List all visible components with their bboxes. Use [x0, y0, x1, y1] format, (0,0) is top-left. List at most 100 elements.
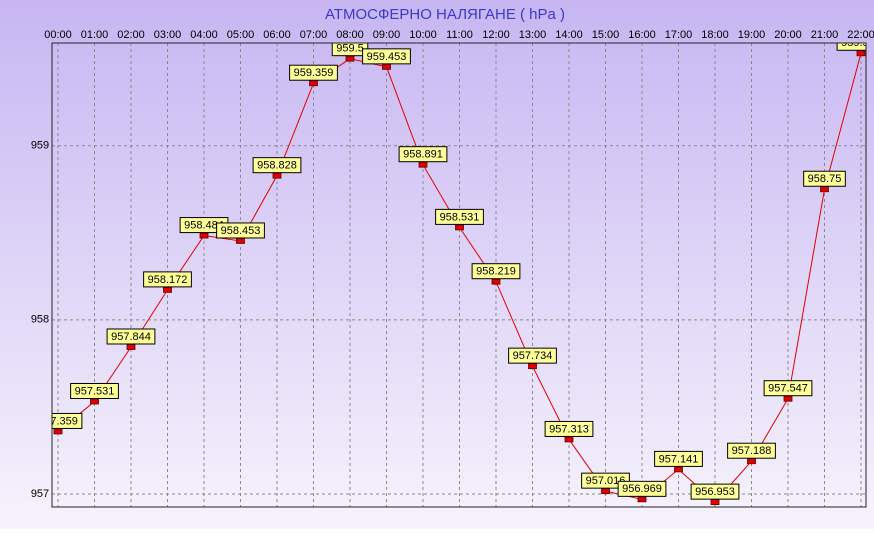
x-tick-label: 01:00: [81, 29, 109, 41]
value-label-text: 958.453: [221, 225, 261, 237]
x-tick-label: 15:00: [592, 29, 620, 41]
value-label-box: [471, 263, 521, 280]
value-label-text: 957.188: [732, 445, 772, 457]
value-label-text: 958.219: [476, 266, 516, 278]
value-label-text: 958.828: [257, 160, 297, 172]
point-marker: [564, 436, 574, 443]
point-marker: [236, 238, 245, 244]
value-label-box: [143, 271, 192, 288]
point-marker: [126, 344, 136, 350]
point-marker: [710, 499, 720, 506]
value-label: 958.484: [179, 217, 229, 234]
value-label-box: [216, 222, 265, 239]
plot-frame: [51, 42, 867, 508]
value-label-text: 958.172: [148, 274, 188, 286]
value-label: 958.75: [803, 170, 846, 187]
value-label: 956.969: [617, 480, 667, 497]
value-label: 959.453: [362, 48, 411, 65]
y-tick-label: 957: [31, 488, 49, 500]
x-tick-label: 03:00: [154, 29, 182, 41]
value-label: 958.219: [471, 263, 521, 280]
value-label: 957.547: [763, 380, 813, 397]
x-tick-label: 02:00: [117, 29, 145, 41]
x-tick-label: 13:00: [519, 29, 547, 41]
point-marker: [455, 224, 464, 231]
value-label: 959.359: [289, 64, 338, 81]
y-tick-label: 959: [31, 140, 49, 152]
value-label: 957.016: [581, 472, 630, 489]
x-tick-label: 16:00: [628, 29, 656, 41]
point-marker: [528, 363, 537, 370]
value-label-box: [654, 450, 703, 467]
x-tick-label: 11:00: [446, 29, 473, 41]
point-marker: [272, 172, 282, 179]
point-marker: [418, 161, 428, 168]
x-tick-label: 19:00: [738, 29, 766, 41]
value-label: 958.172: [143, 271, 192, 288]
value-label-box: [836, 43, 866, 51]
value-label: 958.453: [216, 222, 265, 239]
value-label-text: 959.359: [294, 67, 334, 79]
value-label-box: [331, 43, 369, 57]
point-marker: [163, 286, 172, 293]
point-marker: [747, 458, 756, 465]
point-marker: [856, 50, 866, 57]
value-label-text: 956.953: [695, 486, 735, 498]
point-marker: [53, 428, 63, 435]
x-tick-label: 18:00: [701, 29, 729, 41]
value-label-box: [508, 347, 557, 364]
value-label-text: 959.531: [841, 37, 874, 49]
value-label: 959.5: [331, 43, 369, 57]
value-label-box: [690, 483, 740, 500]
value-label: 957.359: [38, 412, 83, 429]
value-label-text: 958.531: [440, 211, 480, 223]
value-label-box: [52, 412, 83, 429]
x-tick-label: 14:00: [555, 29, 583, 41]
point-marker: [309, 80, 318, 87]
value-label-box: [289, 64, 338, 81]
x-tick-label: 08:00: [336, 29, 364, 41]
x-tick-label: 07:00: [300, 29, 328, 41]
value-label: 959.531: [836, 37, 874, 51]
value-label: 958.891: [398, 146, 448, 163]
value-label-text: 957.531: [75, 385, 115, 397]
point-marker: [382, 63, 391, 70]
point-marker: [820, 186, 829, 193]
point-marker: [90, 398, 99, 405]
value-label-text: 957.016: [586, 475, 626, 487]
x-tick-label: 17:00: [665, 29, 693, 41]
point-marker: [491, 278, 501, 285]
x-tick-label: 20:00: [774, 29, 802, 41]
x-tick-label: 05:00: [227, 29, 255, 41]
value-label-box: [581, 472, 630, 489]
y-tick-label: 958: [31, 314, 49, 326]
point-marker: [783, 395, 793, 402]
value-label-box: [544, 420, 594, 437]
value-label: 957.734: [508, 347, 557, 364]
value-label: 958.828: [252, 157, 302, 174]
value-label-text: 958.484: [184, 219, 224, 231]
value-label: 958.531: [435, 208, 484, 225]
value-label-box: [362, 48, 411, 65]
value-label-text: 957.359: [38, 415, 78, 427]
value-label: 957.141: [654, 450, 703, 467]
point-marker: [601, 488, 610, 495]
value-label: 956.953: [690, 483, 740, 500]
value-label: 957.844: [106, 328, 156, 345]
x-tick-label: 10:00: [409, 29, 437, 41]
value-label-box: [435, 208, 484, 225]
value-label-text: 957.844: [111, 331, 151, 343]
x-tick-label: 21:00: [811, 29, 839, 41]
value-label: 957.188: [727, 442, 776, 459]
value-label-box: [727, 442, 776, 459]
value-label-text: 957.547: [768, 383, 808, 395]
value-label-text: 959.5: [336, 43, 364, 55]
chart-title: АТМОСФЕРНО НАЛЯГАНЕ ( hPa ): [325, 6, 565, 23]
x-tick-label: 09:00: [373, 29, 401, 41]
x-tick-label: 00:00: [44, 29, 72, 41]
value-label-box: [398, 146, 448, 163]
value-label-box: [106, 328, 156, 345]
